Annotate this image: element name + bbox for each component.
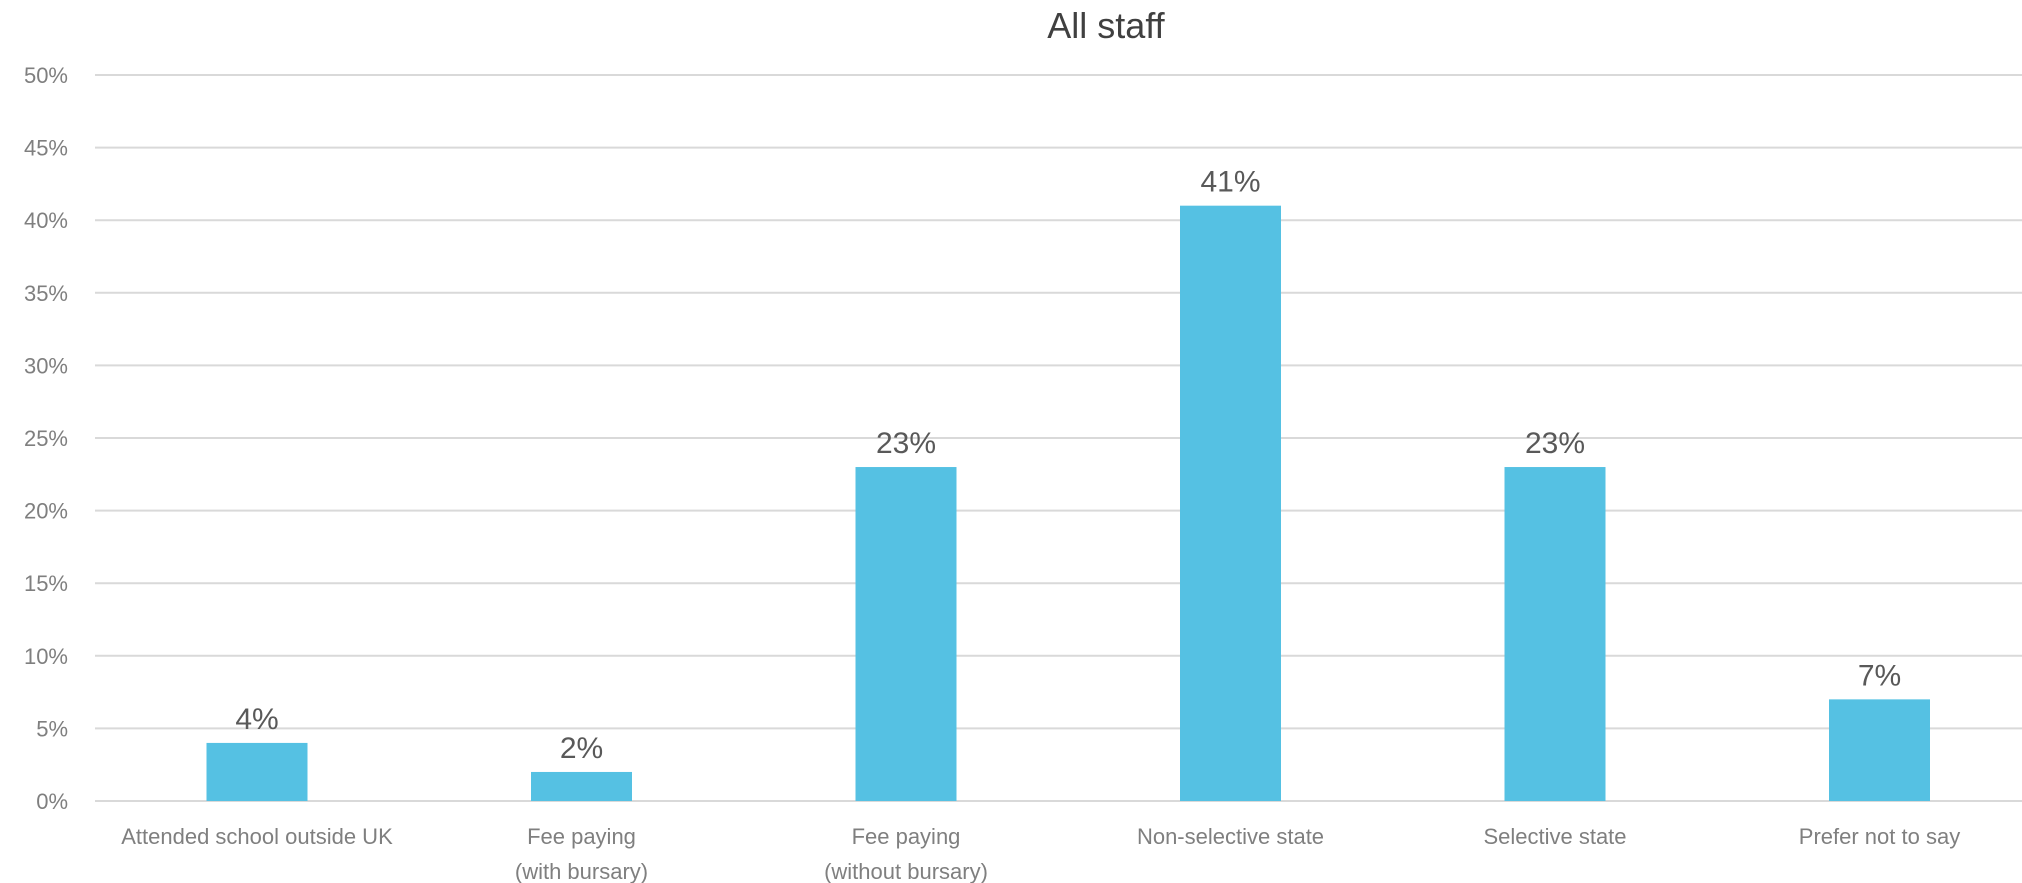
x-tick-label-line: Non-selective state: [1137, 824, 1324, 849]
data-label: 2%: [560, 732, 603, 765]
x-tick-label-line: Fee paying: [527, 824, 636, 849]
x-tick-label-line: (without bursary): [824, 859, 988, 883]
data-label: 23%: [1525, 427, 1585, 460]
y-tick-label: 30%: [24, 353, 68, 378]
x-tick-label: Fee paying (with bursary): [515, 824, 648, 883]
data-label: 41%: [1200, 166, 1260, 199]
data-labels: 4% 2% 23% 41% 23% 7%: [235, 166, 1901, 765]
bar: [855, 467, 957, 801]
x-tick-label: Attended school outside UK: [121, 824, 393, 849]
x-tick-label-line: Attended school outside UK: [121, 824, 393, 849]
y-tick-label: 25%: [24, 426, 68, 451]
x-tick-label-line: Selective state: [1483, 824, 1626, 849]
y-tick-label: 35%: [24, 281, 68, 306]
y-tick-label: 45%: [24, 136, 68, 161]
y-axis-tick-labels: 0% 5% 10% 15% 20% 25% 30% 35% 40% 45% 50%: [24, 63, 68, 814]
x-tick-label: Selective state: [1483, 824, 1626, 849]
x-tick-label-line: (with bursary): [515, 859, 648, 883]
y-tick-label: 15%: [24, 571, 68, 596]
bar: [1504, 467, 1606, 801]
gridlines: [95, 74, 2022, 802]
x-axis-tick-labels: Attended school outside UK Fee paying (wit…: [121, 824, 1960, 883]
chart-title: All staff: [1047, 5, 1165, 46]
x-tick-label: Non-selective state: [1137, 824, 1324, 849]
data-label: 7%: [1858, 659, 1901, 692]
y-tick-label: 50%: [24, 63, 68, 88]
y-tick-label: 40%: [24, 208, 68, 233]
x-tick-label-line: Fee paying: [852, 824, 961, 849]
bars: [206, 205, 1930, 801]
bar: [206, 742, 308, 801]
data-label: 23%: [876, 427, 936, 460]
y-tick-label: 0%: [36, 789, 68, 814]
bar: [1829, 699, 1930, 801]
bar: [531, 771, 632, 801]
x-tick-label-line: Prefer not to say: [1799, 824, 1960, 849]
data-label: 4%: [235, 703, 278, 736]
x-tick-label: Prefer not to say: [1799, 824, 1960, 849]
y-tick-label: 20%: [24, 499, 68, 524]
y-tick-label: 10%: [24, 644, 68, 669]
x-tick-label: Fee paying (without bursary): [824, 824, 988, 883]
y-tick-label: 5%: [36, 716, 68, 741]
bar: [1180, 205, 1281, 801]
